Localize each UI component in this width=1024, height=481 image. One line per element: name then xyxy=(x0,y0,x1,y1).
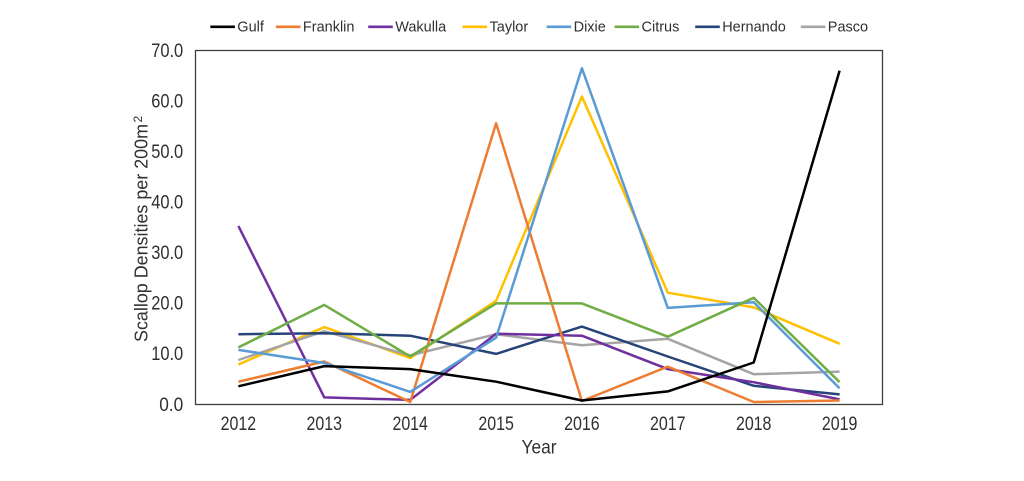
svg-text:60.0: 60.0 xyxy=(151,90,183,112)
svg-text:Hernando: Hernando xyxy=(722,19,786,35)
svg-text:Dixie: Dixie xyxy=(574,19,606,35)
svg-text:Pasco: Pasco xyxy=(828,19,868,35)
svg-text:Franklin: Franklin xyxy=(303,19,355,35)
svg-text:2018: 2018 xyxy=(736,413,772,435)
svg-text:Wakulla: Wakulla xyxy=(395,19,447,35)
svg-text:10.0: 10.0 xyxy=(151,343,183,365)
svg-text:2017: 2017 xyxy=(650,413,686,435)
svg-text:Taylor: Taylor xyxy=(490,19,529,35)
svg-text:2015: 2015 xyxy=(478,413,514,435)
svg-text:2014: 2014 xyxy=(392,413,428,435)
svg-text:30.0: 30.0 xyxy=(151,242,183,264)
svg-text:50.0: 50.0 xyxy=(151,141,183,163)
svg-text:0.0: 0.0 xyxy=(159,394,183,416)
svg-text:Year: Year xyxy=(522,437,557,459)
svg-text:2019: 2019 xyxy=(822,413,858,435)
svg-text:2012: 2012 xyxy=(221,413,257,435)
svg-text:40.0: 40.0 xyxy=(151,192,183,214)
svg-text:Citrus: Citrus xyxy=(642,19,680,35)
svg-text:2013: 2013 xyxy=(307,413,343,435)
svg-text:20.0: 20.0 xyxy=(151,293,183,315)
svg-text:Scallop Densities per 200m: Scallop Densities per 200m xyxy=(132,124,152,342)
svg-text:2016: 2016 xyxy=(564,413,600,435)
svg-text:70.0: 70.0 xyxy=(151,40,183,62)
svg-text:2: 2 xyxy=(131,116,145,123)
svg-text:Gulf: Gulf xyxy=(237,19,265,35)
